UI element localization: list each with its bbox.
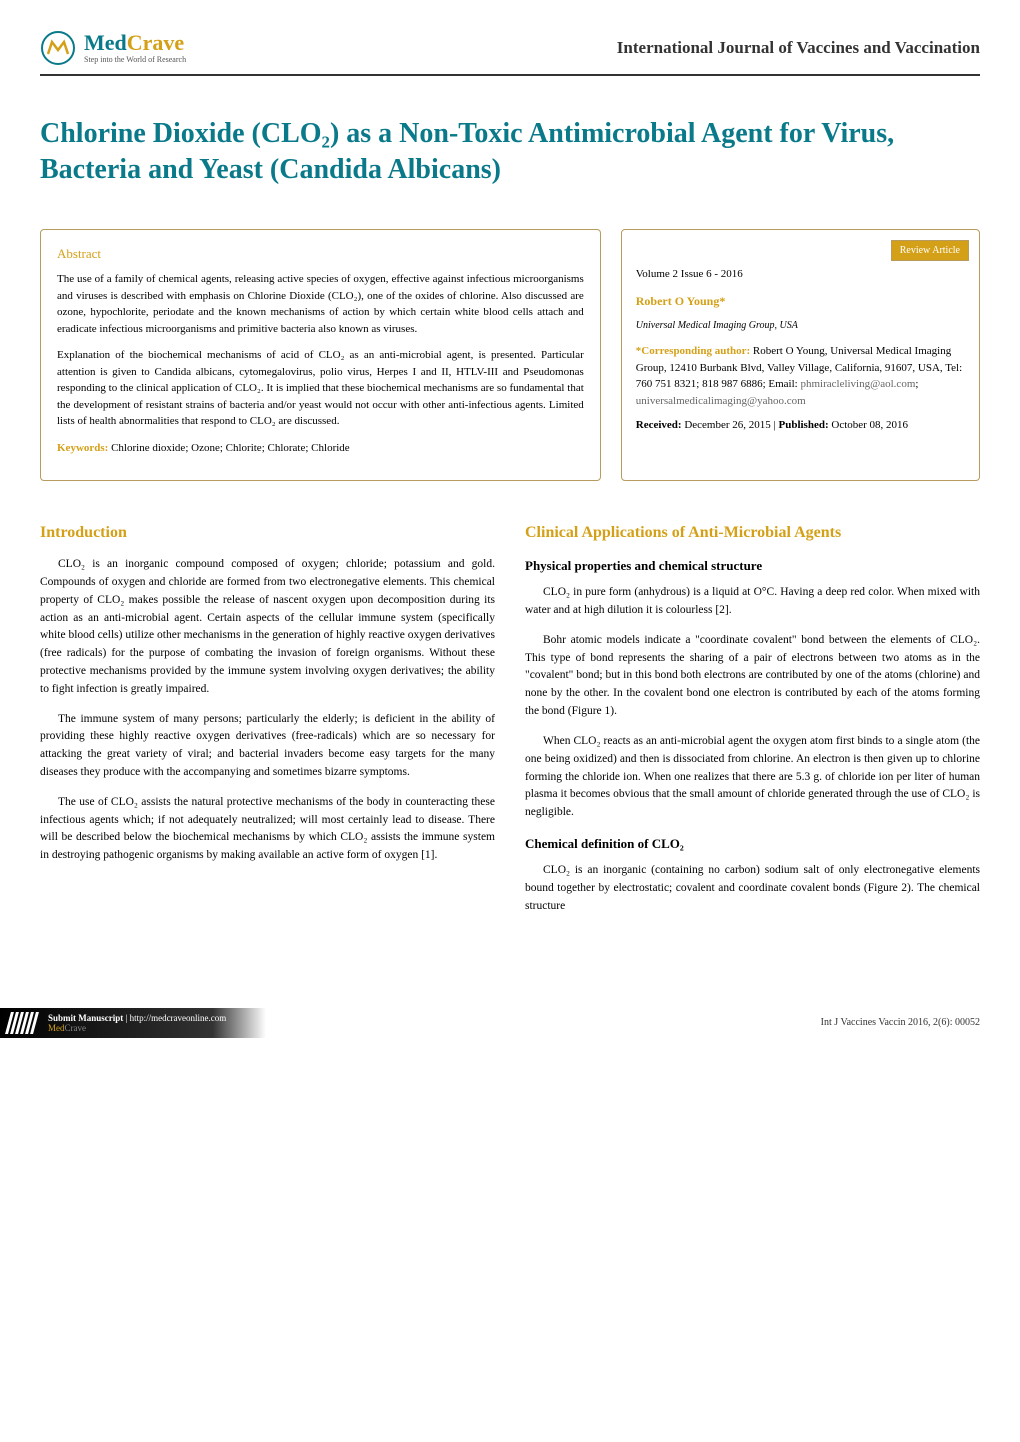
clinical-heading: Clinical Applications of Anti-Microbial … xyxy=(525,521,980,546)
medcrave-icon xyxy=(40,30,76,66)
clinical-p3: When CLO₂ reacts as an anti-microbial ag… xyxy=(525,733,980,822)
footer-brand-med: Med xyxy=(48,1023,65,1033)
clinical-p1: CLO₂ in pure form (anhydrous) is a liqui… xyxy=(525,584,980,620)
physical-props-heading: Physical properties and chemical structu… xyxy=(525,556,980,576)
logo-crave: Crave xyxy=(127,30,184,55)
abstract-p2: Explanation of the biochemical mechanism… xyxy=(57,347,584,430)
author-affiliation: Universal Medical Imaging Group, USA xyxy=(636,318,965,333)
meta-row: Abstract The use of a family of chemical… xyxy=(40,229,980,482)
received-date: December 26, 2015 | xyxy=(682,419,779,431)
logo-tagline: Step into the World of Research xyxy=(84,56,186,64)
volume-issue: Volume 2 Issue 6 - 2016 xyxy=(636,266,965,283)
right-column: Clinical Applications of Anti-Microbial … xyxy=(525,521,980,927)
barcode-icon xyxy=(8,1012,36,1034)
submit-text: Submit Manuscript | http://medcraveonlin… xyxy=(48,1013,226,1033)
abstract-keywords: Keywords: Chlorine dioxide; Ozone; Chlor… xyxy=(57,440,584,457)
journal-title: International Journal of Vaccines and Va… xyxy=(617,38,980,58)
corr-label: *Corresponding author: xyxy=(636,345,750,357)
article-info-box: Review Article Volume 2 Issue 6 - 2016 R… xyxy=(621,229,980,482)
intro-p1: CLO₂ is an inorganic compound composed o… xyxy=(40,556,495,699)
chemical-def-heading: Chemical definition of CLO₂ xyxy=(525,834,980,854)
abstract-p1: The use of a family of chemical agents, … xyxy=(57,271,584,337)
received-label: Received: xyxy=(636,419,682,431)
corr-email-1: phmiracleliving@aol.com xyxy=(800,378,915,390)
publisher-logo: MedCrave Step into the World of Research xyxy=(40,30,186,66)
logo-text: MedCrave xyxy=(84,32,186,54)
submit-manuscript-strip: Submit Manuscript | http://medcraveonlin… xyxy=(0,1008,266,1038)
submit-url: | http://medcraveonline.com xyxy=(123,1013,226,1023)
clinical-p4: CLO₂ is an inorganic (containing no carb… xyxy=(525,862,980,915)
email-sep: ; xyxy=(915,378,918,390)
introduction-heading: Introduction xyxy=(40,521,495,546)
corr-email-2: universalmedicalimaging@yahoo.com xyxy=(636,395,806,407)
corresponding-author: *Corresponding author: Robert O Young, U… xyxy=(636,343,965,409)
keywords-value: Chlorine dioxide; Ozone; Chlorite; Chlor… xyxy=(108,442,349,454)
abstract-heading: Abstract xyxy=(57,244,584,264)
page-footer: Submit Manuscript | http://medcraveonlin… xyxy=(0,1008,1020,1058)
logo-med: Med xyxy=(84,30,127,55)
submit-label: Submit Manuscript xyxy=(48,1013,123,1023)
intro-p2: The immune system of many persons; parti… xyxy=(40,711,495,782)
clinical-p2: Bohr atomic models indicate a "coordinat… xyxy=(525,632,980,721)
footer-brand-crave: Crave xyxy=(65,1023,87,1033)
published-label: Published: xyxy=(778,419,828,431)
article-title: Chlorine Dioxide (CLO₂) as a Non-Toxic A… xyxy=(40,116,980,189)
citation: Int J Vaccines Vaccin 2016, 2(6): 00052 xyxy=(821,1017,980,1028)
left-column: Introduction CLO₂ is an inorganic compou… xyxy=(40,521,495,927)
abstract-box: Abstract The use of a family of chemical… xyxy=(40,229,601,482)
intro-p3: The use of CLO₂ assists the natural prot… xyxy=(40,794,495,865)
dates: Received: December 26, 2015 | Published:… xyxy=(636,417,965,434)
published-date: October 08, 2016 xyxy=(829,419,908,431)
author-name: Robert O Young* xyxy=(636,292,965,310)
body-columns: Introduction CLO₂ is an inorganic compou… xyxy=(40,521,980,927)
header-bar: MedCrave Step into the World of Research… xyxy=(40,30,980,76)
article-type-badge: Review Article xyxy=(891,240,969,261)
keywords-label: Keywords: xyxy=(57,442,108,454)
